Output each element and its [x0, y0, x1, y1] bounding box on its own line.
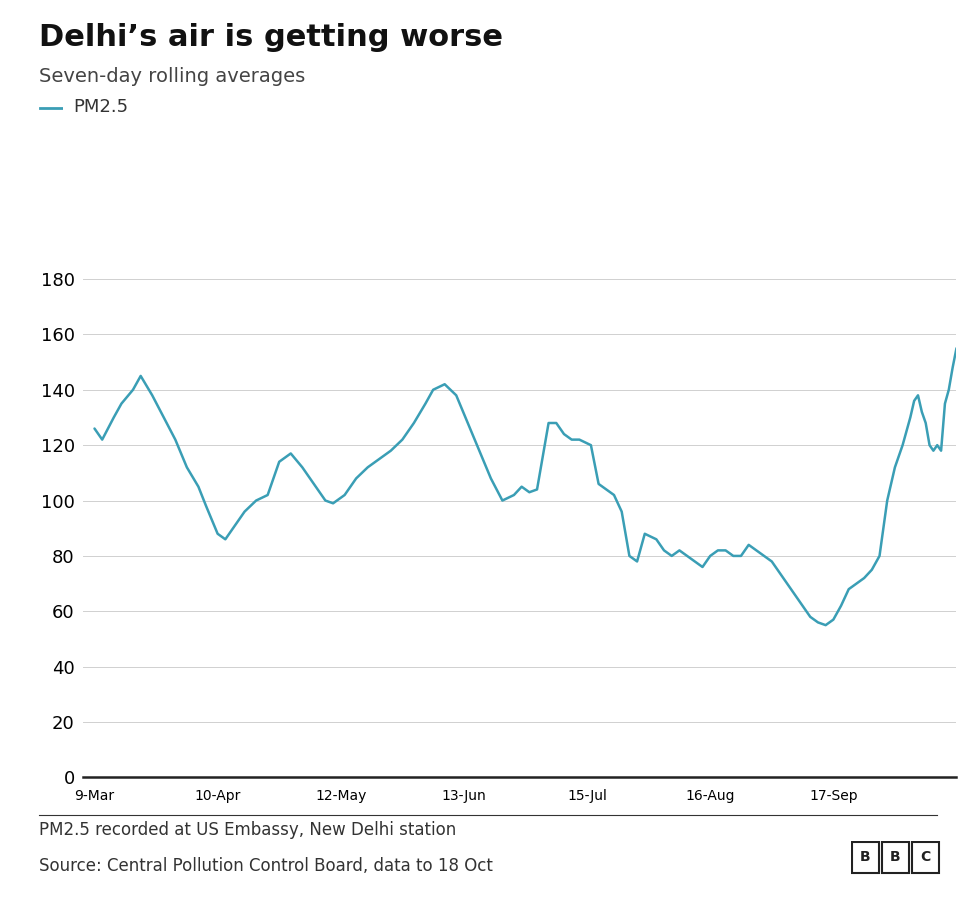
- Text: PM2.5 recorded at US Embassy, New Delhi station: PM2.5 recorded at US Embassy, New Delhi …: [39, 821, 457, 839]
- FancyBboxPatch shape: [882, 842, 909, 873]
- Text: Seven-day rolling averages: Seven-day rolling averages: [39, 68, 305, 86]
- FancyBboxPatch shape: [913, 842, 939, 873]
- Text: PM2.5: PM2.5: [73, 98, 128, 116]
- Text: Delhi’s air is getting worse: Delhi’s air is getting worse: [39, 22, 503, 51]
- Text: C: C: [920, 850, 931, 864]
- FancyBboxPatch shape: [852, 842, 878, 873]
- Text: B: B: [860, 850, 871, 864]
- Text: Source: Central Pollution Control Board, data to 18 Oct: Source: Central Pollution Control Board,…: [39, 857, 493, 875]
- Text: B: B: [890, 850, 901, 864]
